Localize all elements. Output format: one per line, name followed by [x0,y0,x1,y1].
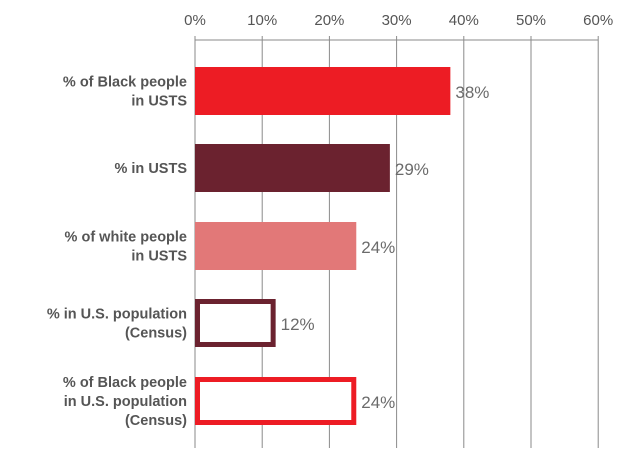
bar-value-label: 24% [361,393,395,412]
x-tick-label: 50% [516,12,546,29]
bar-value-label: 12% [281,315,315,334]
bar [195,377,357,425]
bar-value-label: 38% [455,83,489,102]
bar [195,222,357,270]
category-label: in USTS [131,94,187,110]
x-tick-label: 30% [382,12,412,29]
bar-value-label: 29% [395,160,429,179]
category-label: % of white people [65,230,187,246]
category-label: % in USTS [114,161,187,177]
x-tick-label: 20% [314,12,344,29]
category-label: % in U.S. population [47,307,187,323]
bar [195,299,276,347]
bar [195,144,390,192]
category-label: % of Black people [63,75,187,91]
x-tick-label: 60% [583,12,613,29]
category-label: % of Black people [63,375,187,391]
x-tick-label: 40% [449,12,479,29]
x-tick-label: 10% [247,12,277,29]
bar-value-label: 24% [361,238,395,257]
category-label: (Census) [125,326,187,342]
category-label: in USTS [131,249,187,265]
category-label: (Census) [125,413,187,429]
category-label: in U.S. population [64,394,187,410]
bar [195,67,451,115]
x-tick-label: 0% [184,12,206,29]
